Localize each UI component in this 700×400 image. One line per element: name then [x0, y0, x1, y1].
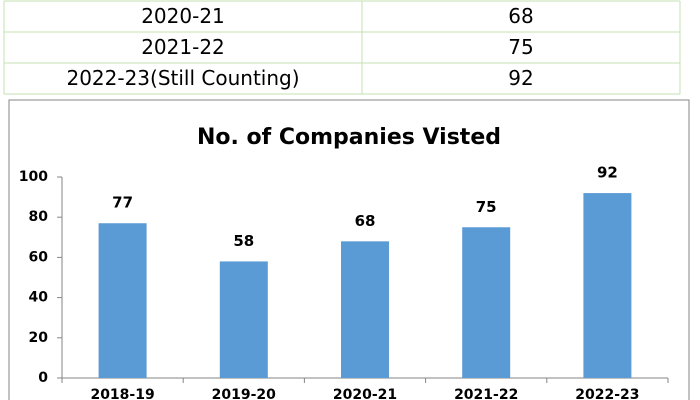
- bar: [341, 241, 389, 378]
- table-cell: 75: [508, 35, 533, 59]
- data-label: 58: [233, 232, 254, 250]
- data-label: 77: [112, 194, 133, 212]
- table-cell: 92: [508, 66, 533, 90]
- y-tick-label: 20: [29, 330, 49, 346]
- table-cell: 2021-22: [141, 35, 225, 59]
- bar: [462, 227, 511, 378]
- bar: [219, 261, 268, 378]
- x-tick-label: 2022-23: [575, 387, 639, 400]
- y-tick-label: 0: [38, 370, 48, 386]
- table-cell: 68: [508, 4, 533, 28]
- data-label: 75: [476, 198, 497, 216]
- table-cell: 2022-23(Still Counting): [66, 66, 299, 90]
- data-label: 68: [355, 212, 376, 230]
- bar: [583, 193, 632, 378]
- y-tick-label: 100: [19, 169, 48, 185]
- y-tick-label: 60: [29, 249, 49, 265]
- chart-title: No. of Companies Visted: [197, 125, 501, 150]
- bar: [98, 223, 147, 378]
- data-label: 92: [597, 164, 618, 182]
- table-cell: 2020-21: [141, 4, 225, 28]
- y-tick-label: 80: [29, 209, 49, 225]
- y-tick-label: 40: [29, 290, 49, 306]
- x-tick-label: 2018-19: [90, 387, 154, 400]
- x-tick-label: 2021-22: [454, 387, 518, 400]
- x-tick-label: 2020-21: [333, 387, 397, 400]
- x-tick-label: 2019-20: [212, 387, 277, 400]
